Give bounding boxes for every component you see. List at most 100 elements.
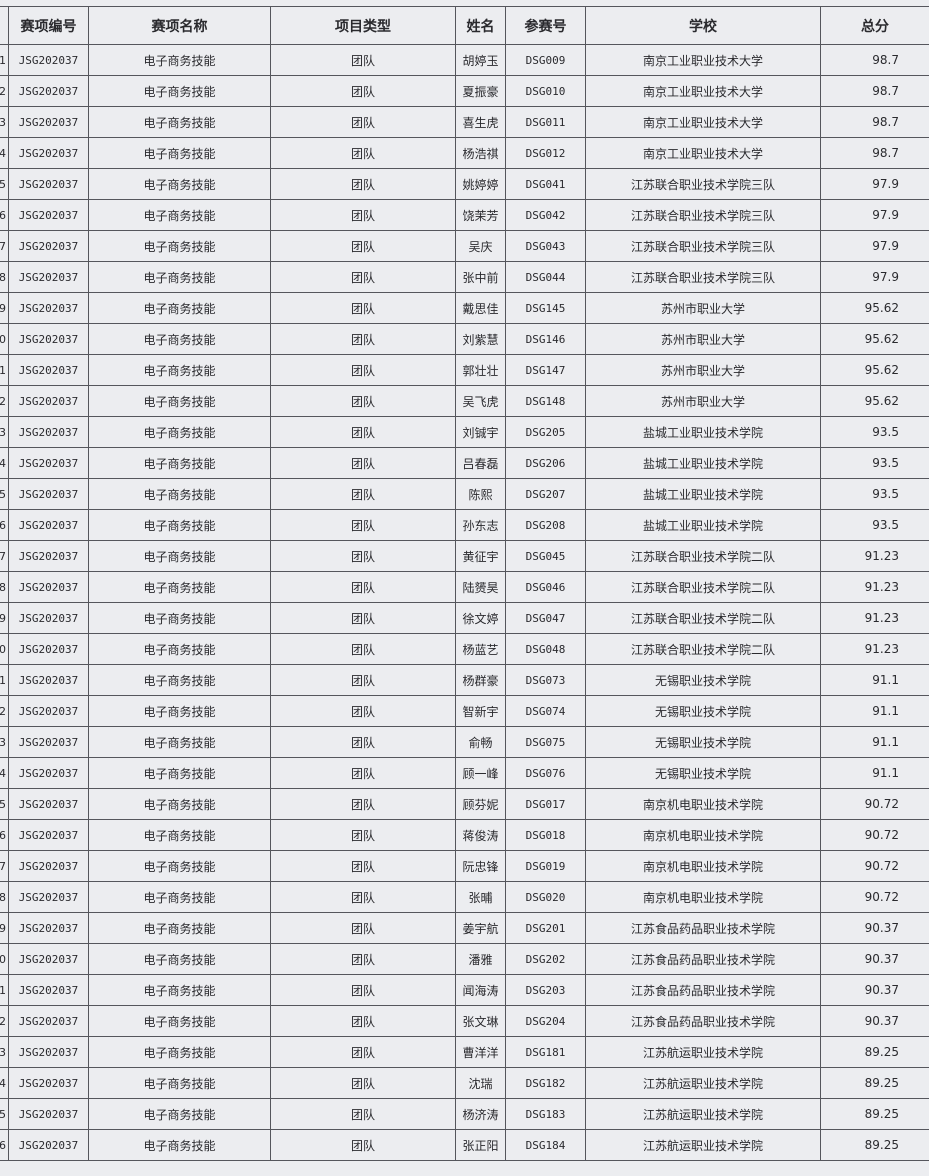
score: 91.1 [820,757,929,789]
event-type: 团队 [270,1129,456,1161]
event-type: 团队 [270,323,456,355]
row-number: 11 [0,354,9,386]
row-number: 30 [0,943,9,975]
event-code: JSG202037 [8,664,89,696]
event-name: 电子商务技能 [88,1129,271,1161]
event-name: 电子商务技能 [88,1067,271,1099]
entry-number: DSG201 [505,912,586,944]
event-type: 团队 [270,540,456,572]
event-code: JSG202037 [8,447,89,479]
table-row: 24JSG202037电子商务技能团队顾一峰DSG076无锡职业技术学院91.1 [0,757,929,789]
event-code: JSG202037 [8,168,89,200]
event-code: JSG202037 [8,1129,89,1161]
table-row: 29JSG202037电子商务技能团队姜宇航DSG201江苏食品药品职业技术学院… [0,912,929,944]
score: 90.72 [820,881,929,913]
event-type: 团队 [270,106,456,138]
entry-number: DSG148 [505,385,586,417]
entry-number: DSG205 [505,416,586,448]
event-type: 团队 [270,602,456,634]
event-code: JSG202037 [8,1098,89,1130]
table-row: 21JSG202037电子商务技能团队杨群豪DSG073无锡职业技术学院91.1 [0,664,929,696]
school: 江苏联合职业技术学院三队 [585,230,821,262]
entry-number: DSG208 [505,509,586,541]
row-number: 28 [0,881,9,913]
school: 江苏联合职业技术学院三队 [585,199,821,231]
row-number: 19 [0,602,9,634]
table-row: 18JSG202037电子商务技能团队陆赟昊DSG046江苏联合职业技术学院二队… [0,571,929,603]
table-row: 5JSG202037电子商务技能团队姚婷婷DSG041江苏联合职业技术学院三队9… [0,168,929,200]
table-row: 13JSG202037电子商务技能团队刘铖宇DSG205盐城工业职业技术学院93… [0,416,929,448]
row-number: 29 [0,912,9,944]
event-name: 电子商务技能 [88,416,271,448]
score: 89.25 [820,1036,929,1068]
event-type: 团队 [270,416,456,448]
name: 顾一峰 [455,757,506,789]
row-number: 18 [0,571,9,603]
score: 91.23 [820,602,929,634]
event-name: 电子商务技能 [88,106,271,138]
name: 潘雅 [455,943,506,975]
entry-number: DSG046 [505,571,586,603]
name: 蒋俊涛 [455,819,506,851]
event-code: JSG202037 [8,199,89,231]
score: 90.72 [820,788,929,820]
event-code: JSG202037 [8,850,89,882]
event-name: 电子商务技能 [88,478,271,510]
school: 江苏联合职业技术学院二队 [585,602,821,634]
table-row: 22JSG202037电子商务技能团队智新宇DSG074无锡职业技术学院91.1 [0,695,929,727]
event-type: 团队 [270,943,456,975]
name: 张中前 [455,261,506,293]
entry-number: DSG041 [505,168,586,200]
row-number: 4 [0,137,9,169]
row-number: 36 [0,1129,9,1161]
event-code: JSG202037 [8,230,89,262]
event-name: 电子商务技能 [88,447,271,479]
event-code: JSG202037 [8,881,89,913]
event-type: 团队 [270,1098,456,1130]
school: 江苏联合职业技术学院二队 [585,633,821,665]
school: 江苏食品药品职业技术学院 [585,943,821,975]
name: 杨蓝艺 [455,633,506,665]
name: 郭壮壮 [455,354,506,386]
header-cell: 参赛号 [505,6,586,45]
event-name: 电子商务技能 [88,509,271,541]
row-number: 26 [0,819,9,851]
event-code: JSG202037 [8,788,89,820]
event-name: 电子商务技能 [88,1036,271,1068]
name: 戴思佳 [455,292,506,324]
school: 江苏联合职业技术学院二队 [585,540,821,572]
entry-number: DSG202 [505,943,586,975]
name: 吕春磊 [455,447,506,479]
school: 无锡职业技术学院 [585,757,821,789]
event-name: 电子商务技能 [88,943,271,975]
event-name: 电子商务技能 [88,974,271,1006]
event-code: JSG202037 [8,726,89,758]
entry-number: DSG184 [505,1129,586,1161]
event-name: 电子商务技能 [88,292,271,324]
score: 95.62 [820,323,929,355]
score: 97.9 [820,168,929,200]
school: 苏州市职业大学 [585,385,821,417]
name: 杨济涛 [455,1098,506,1130]
event-code: JSG202037 [8,540,89,572]
event-name: 电子商务技能 [88,633,271,665]
header-cell: 赛项名称 [88,6,271,45]
event-code: JSG202037 [8,323,89,355]
row-number: 14 [0,447,9,479]
event-name: 电子商务技能 [88,540,271,572]
entry-number: DSG074 [505,695,586,727]
school: 无锡职业技术学院 [585,695,821,727]
event-name: 电子商务技能 [88,881,271,913]
table-row: 7JSG202037电子商务技能团队吴庆DSG043江苏联合职业技术学院三队97… [0,230,929,262]
name: 闻海涛 [455,974,506,1006]
name: 姚婷婷 [455,168,506,200]
row-number: 27 [0,850,9,882]
event-code: JSG202037 [8,633,89,665]
name: 胡婷玉 [455,44,506,76]
event-name: 电子商务技能 [88,850,271,882]
row-number: 1 [0,44,9,76]
school: 盐城工业职业技术学院 [585,478,821,510]
event-name: 电子商务技能 [88,571,271,603]
